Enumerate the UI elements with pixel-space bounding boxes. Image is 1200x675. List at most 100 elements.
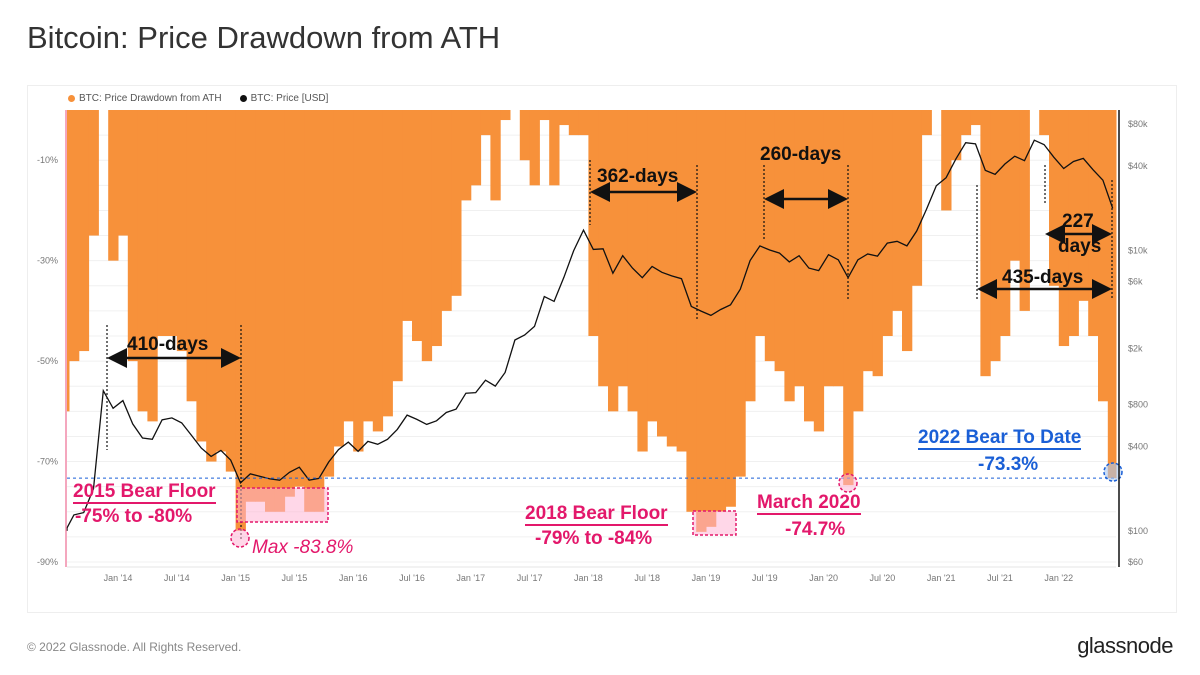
drawdown-bar xyxy=(314,110,325,512)
y-left-tick-label: -50% xyxy=(37,356,58,366)
drawdown-bar xyxy=(1000,110,1011,336)
drawdown-bar xyxy=(549,110,560,186)
drawdown-bar xyxy=(431,110,442,347)
x-tick-label: Jul '18 xyxy=(634,573,660,583)
x-tick-label: Jul '17 xyxy=(517,573,543,583)
drawdown-bar xyxy=(147,110,158,422)
copyright: © 2022 Glassnode. All Rights Reserved. xyxy=(27,640,242,654)
x-tick-label: Jan '14 xyxy=(104,573,133,583)
drawdown-bar xyxy=(882,110,893,336)
drawdown-bar xyxy=(363,110,374,422)
drawdown-bar xyxy=(333,110,344,447)
y-right-tick-label: $6k xyxy=(1128,277,1143,287)
drawdown-bar xyxy=(372,110,384,432)
drawdown-bar xyxy=(1098,110,1109,402)
drawdown-bar xyxy=(1078,110,1089,301)
drawdown-bar xyxy=(608,110,619,412)
bear-2022-title: 2022 Bear To Date xyxy=(918,427,1082,450)
y-right-tick-label: $10k xyxy=(1128,246,1148,256)
x-tick-label: Jan '22 xyxy=(1044,573,1073,583)
drawdown-bar xyxy=(715,110,727,512)
bear-floor-2015-title: 2015 Bear Floor xyxy=(73,481,216,504)
drawdown-bar xyxy=(412,110,423,342)
drawdown-bar xyxy=(216,110,227,452)
bear-floor-2018-title: 2018 Bear Floor xyxy=(525,503,668,526)
drawdown-bar xyxy=(284,110,295,497)
drawdown-bar xyxy=(578,110,589,136)
march-2020-value: -74.7% xyxy=(785,519,846,540)
x-tick-label: Jan '17 xyxy=(456,573,485,583)
max-drawdown-2015: Max -83.8% xyxy=(252,537,354,558)
y-right-tick-label: $40k xyxy=(1128,161,1148,171)
price-line xyxy=(66,139,1114,531)
legend-dot-icon xyxy=(68,94,75,102)
drawdown-bar xyxy=(1039,110,1050,136)
drawdown-bar xyxy=(421,110,433,362)
drawdown-bar xyxy=(657,110,668,437)
drawdown-bar xyxy=(353,110,364,452)
drawdown-bar xyxy=(500,110,511,121)
glassnode-logo: glassnode xyxy=(1077,633,1173,658)
drawdown-bar xyxy=(794,110,805,387)
drawdown-bar xyxy=(666,110,678,447)
drawdown-bar xyxy=(1049,110,1060,286)
drawdown-bar xyxy=(323,110,335,477)
annotation-435-days: 435-days xyxy=(1002,267,1084,288)
drawdown-bar xyxy=(735,110,746,477)
drawdown-bar xyxy=(823,110,834,387)
drawdown-bar xyxy=(392,110,403,382)
drawdown-bar xyxy=(1068,110,1079,336)
legend-label: BTC: Price [USD] xyxy=(250,93,329,104)
drawdown-bar xyxy=(980,110,991,377)
y-left-tick-label: -30% xyxy=(37,256,58,266)
drawdown-bar xyxy=(225,110,237,472)
drawdown-bar xyxy=(588,110,599,336)
annotation-227-days: days xyxy=(1058,236,1102,257)
drawdown-bar xyxy=(255,110,266,502)
legend-item-price[interactable]: BTC: Price [USD] xyxy=(239,93,329,104)
y-left-tick-label: -70% xyxy=(37,457,58,467)
drawdown-bar xyxy=(598,110,609,387)
drawdown-bar xyxy=(764,110,776,362)
drawdown-bar xyxy=(67,110,70,412)
x-tick-label: Jul '14 xyxy=(164,573,190,583)
drawdown-bar xyxy=(1009,110,1021,261)
drawdown-bar xyxy=(951,110,962,161)
drawdown-bar xyxy=(480,110,491,136)
drawdown-bar xyxy=(627,110,638,412)
drawdown-bar xyxy=(1107,110,1117,479)
x-tick-label: Jul '20 xyxy=(870,573,896,583)
drawdown-bar xyxy=(559,110,570,126)
drawdown-bar xyxy=(941,110,952,211)
annotation-260-days: 260-days xyxy=(760,144,842,165)
drawdown-bar xyxy=(833,110,844,387)
drawdown-bar xyxy=(960,110,972,136)
drawdown-bar xyxy=(892,110,903,311)
drawdown-bar xyxy=(725,110,736,507)
x-tick-label: Jan '15 xyxy=(221,573,250,583)
bear-2022-circle xyxy=(1103,462,1123,482)
drawdown-bar xyxy=(176,110,188,352)
drawdown-bar xyxy=(304,110,315,512)
drawdown-bar xyxy=(539,110,550,121)
bear-floor-2015-range: -75% to -80% xyxy=(75,506,193,527)
legend-item-drawdown[interactable]: BTC: Price Drawdown from ATH xyxy=(68,93,222,104)
annotation-410-days: 410-days xyxy=(127,334,209,355)
y-right-tick-label: $60 xyxy=(1128,557,1143,567)
drawdown-bar xyxy=(451,110,462,296)
drawdown-bar xyxy=(637,110,648,452)
drawdown-bar xyxy=(519,110,531,161)
drawdown-bar xyxy=(647,110,658,422)
x-tick-label: Jul '16 xyxy=(399,573,425,583)
drawdown-bar xyxy=(529,110,540,186)
drawdown-bar xyxy=(167,110,178,336)
y-right-tick-label: $800 xyxy=(1128,399,1148,409)
bear-floor-box-2015 xyxy=(236,487,329,523)
x-tick-label: Jan '20 xyxy=(809,573,838,583)
x-tick-label: Jul '21 xyxy=(987,573,1013,583)
drawdown-bar xyxy=(157,110,168,336)
drawdown-bar xyxy=(186,110,197,402)
drawdown-bar xyxy=(235,110,246,531)
drawdown-bar xyxy=(706,110,717,527)
drawdown-bar xyxy=(402,110,413,321)
